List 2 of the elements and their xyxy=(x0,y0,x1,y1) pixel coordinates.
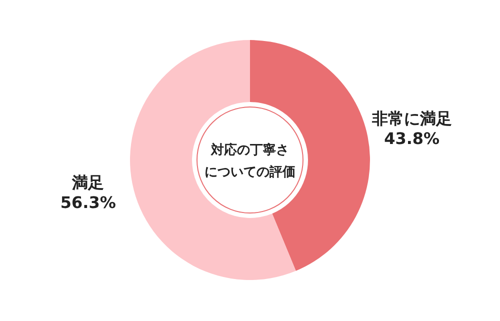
title: 対応の丁寧さ xyxy=(211,143,289,158)
title: についての評価 xyxy=(204,165,296,180)
